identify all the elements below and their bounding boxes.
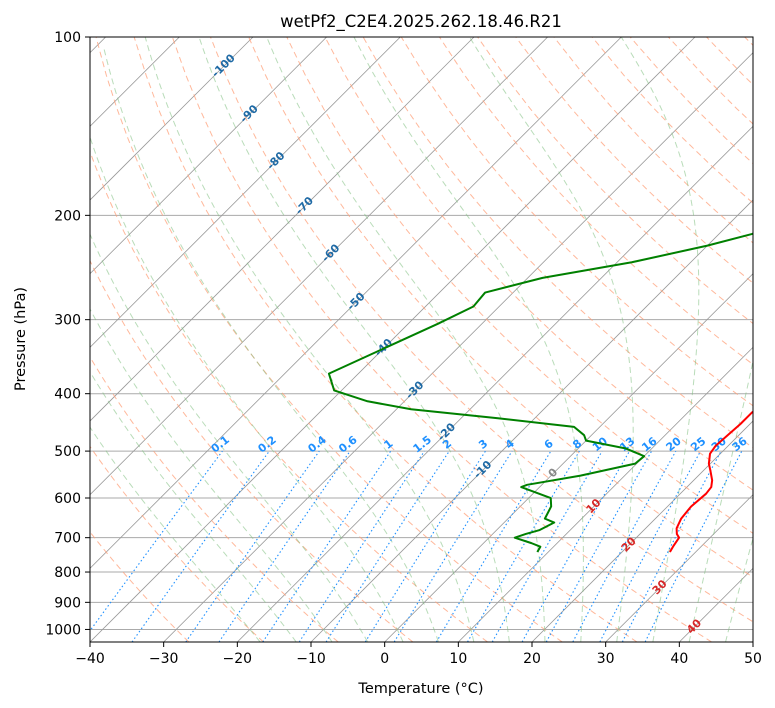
mixing-ratio-line: [131, 450, 270, 642]
y-tick-label: 800: [54, 565, 81, 581]
y-axis-label: Pressure (hPa): [13, 287, 29, 391]
moist-adiabat-line: [688, 358, 753, 642]
x-tick-label: −20: [223, 651, 253, 667]
mixing-ratio-line: [262, 450, 392, 642]
x-tick-label: 20: [523, 651, 541, 667]
x-tick-label: 50: [744, 651, 762, 667]
y-tick-label: 700: [54, 531, 81, 547]
moist-adiabat-line: [353, 37, 584, 642]
dry-adiabat-line: [90, 259, 414, 642]
isotherm-line: [531, 420, 753, 642]
dry-adiabat-line: [286, 37, 753, 534]
moist-adiabat-line: [90, 426, 261, 642]
x-tick-label: −30: [149, 651, 179, 667]
y-axis: 100 200 300 400 500 600 700 800 900 1000: [45, 30, 90, 638]
mixing-ratio-line: [90, 450, 223, 632]
moist-adiabat-line: [198, 37, 510, 642]
dry-adiabat-line: [133, 37, 638, 642]
mixing-ratio-line: [218, 450, 351, 642]
dewpoint-profile: [327, 232, 753, 553]
dry-adiabat-line: [210, 37, 753, 623]
isotherm-line: [605, 494, 753, 642]
dry-adiabat-line: [90, 356, 339, 642]
x-axis: −40 −30 −20 −10 0 10 20 30 40 50: [75, 642, 762, 667]
x-tick-label: −10: [296, 651, 326, 667]
isotherm-line: [90, 37, 622, 569]
y-tick-label: 100: [54, 30, 81, 46]
y-tick-label: 600: [54, 491, 81, 507]
mixing-ratio-line: [298, 450, 425, 642]
dry-adiabat-line: [95, 37, 563, 642]
mixing-ratio-line: [185, 450, 320, 642]
mixing-ratio-line: [572, 450, 677, 642]
moist-adiabat-line: [90, 135, 404, 642]
x-tick-label: 40: [670, 651, 688, 667]
mixing-ratio-line: [644, 450, 743, 642]
isotherm-line: [90, 37, 327, 275]
y-tick-label: 400: [54, 387, 81, 403]
y-tick-label: 1000: [45, 622, 81, 638]
mixing-ratio-line: [545, 450, 653, 642]
x-tick-label: 0: [380, 651, 389, 667]
moist-adiabat-line: [90, 233, 369, 642]
x-tick-label: 10: [449, 651, 467, 667]
isotherm-line: [90, 37, 254, 201]
mixing-ratio-line: [393, 450, 513, 642]
mixing-ratio-line: [521, 450, 630, 642]
chart-title: wetPf2_C2E4.2025.262.18.46.R21: [280, 12, 562, 32]
y-tick-label: 300: [54, 313, 81, 329]
x-tick-label: 30: [597, 651, 615, 667]
isotherm-line: [163, 52, 753, 642]
isotherm-line: [90, 37, 401, 348]
isotherm-line: [458, 346, 753, 642]
dry-adiabat-line: [248, 37, 753, 578]
plot-frame: [89, 36, 754, 643]
temperature-profile: [669, 410, 753, 553]
y-tick-label: 500: [54, 444, 81, 460]
dry-adiabat-line: [515, 37, 753, 284]
moist-adiabat-line: [144, 37, 475, 642]
moist-adiabat-line: [725, 536, 753, 642]
x-tick-label: −40: [75, 651, 105, 667]
x-axis-label: Temperature (°C): [357, 681, 483, 697]
dry-adiabat-line: [324, 37, 753, 491]
isotherm-line: [90, 37, 475, 422]
moist-adiabat-line: [90, 308, 333, 642]
isotherm-line: [90, 37, 548, 496]
dry-adiabat-line: [90, 445, 264, 642]
y-tick-label: 200: [54, 208, 81, 224]
isotherm-line: [90, 37, 696, 642]
y-tick-label: 900: [54, 595, 81, 611]
isotherm-line: [384, 273, 753, 642]
moist-adiabat-line: [103, 49, 439, 642]
moist-adiabat-line: [90, 370, 297, 642]
isotherm-line: [237, 125, 753, 642]
mixing-ratio-line: [325, 450, 450, 642]
moist-adiabat-line: [620, 37, 700, 642]
dry-adiabat-line: [171, 37, 712, 642]
moist-adiabat-line: [266, 37, 546, 642]
